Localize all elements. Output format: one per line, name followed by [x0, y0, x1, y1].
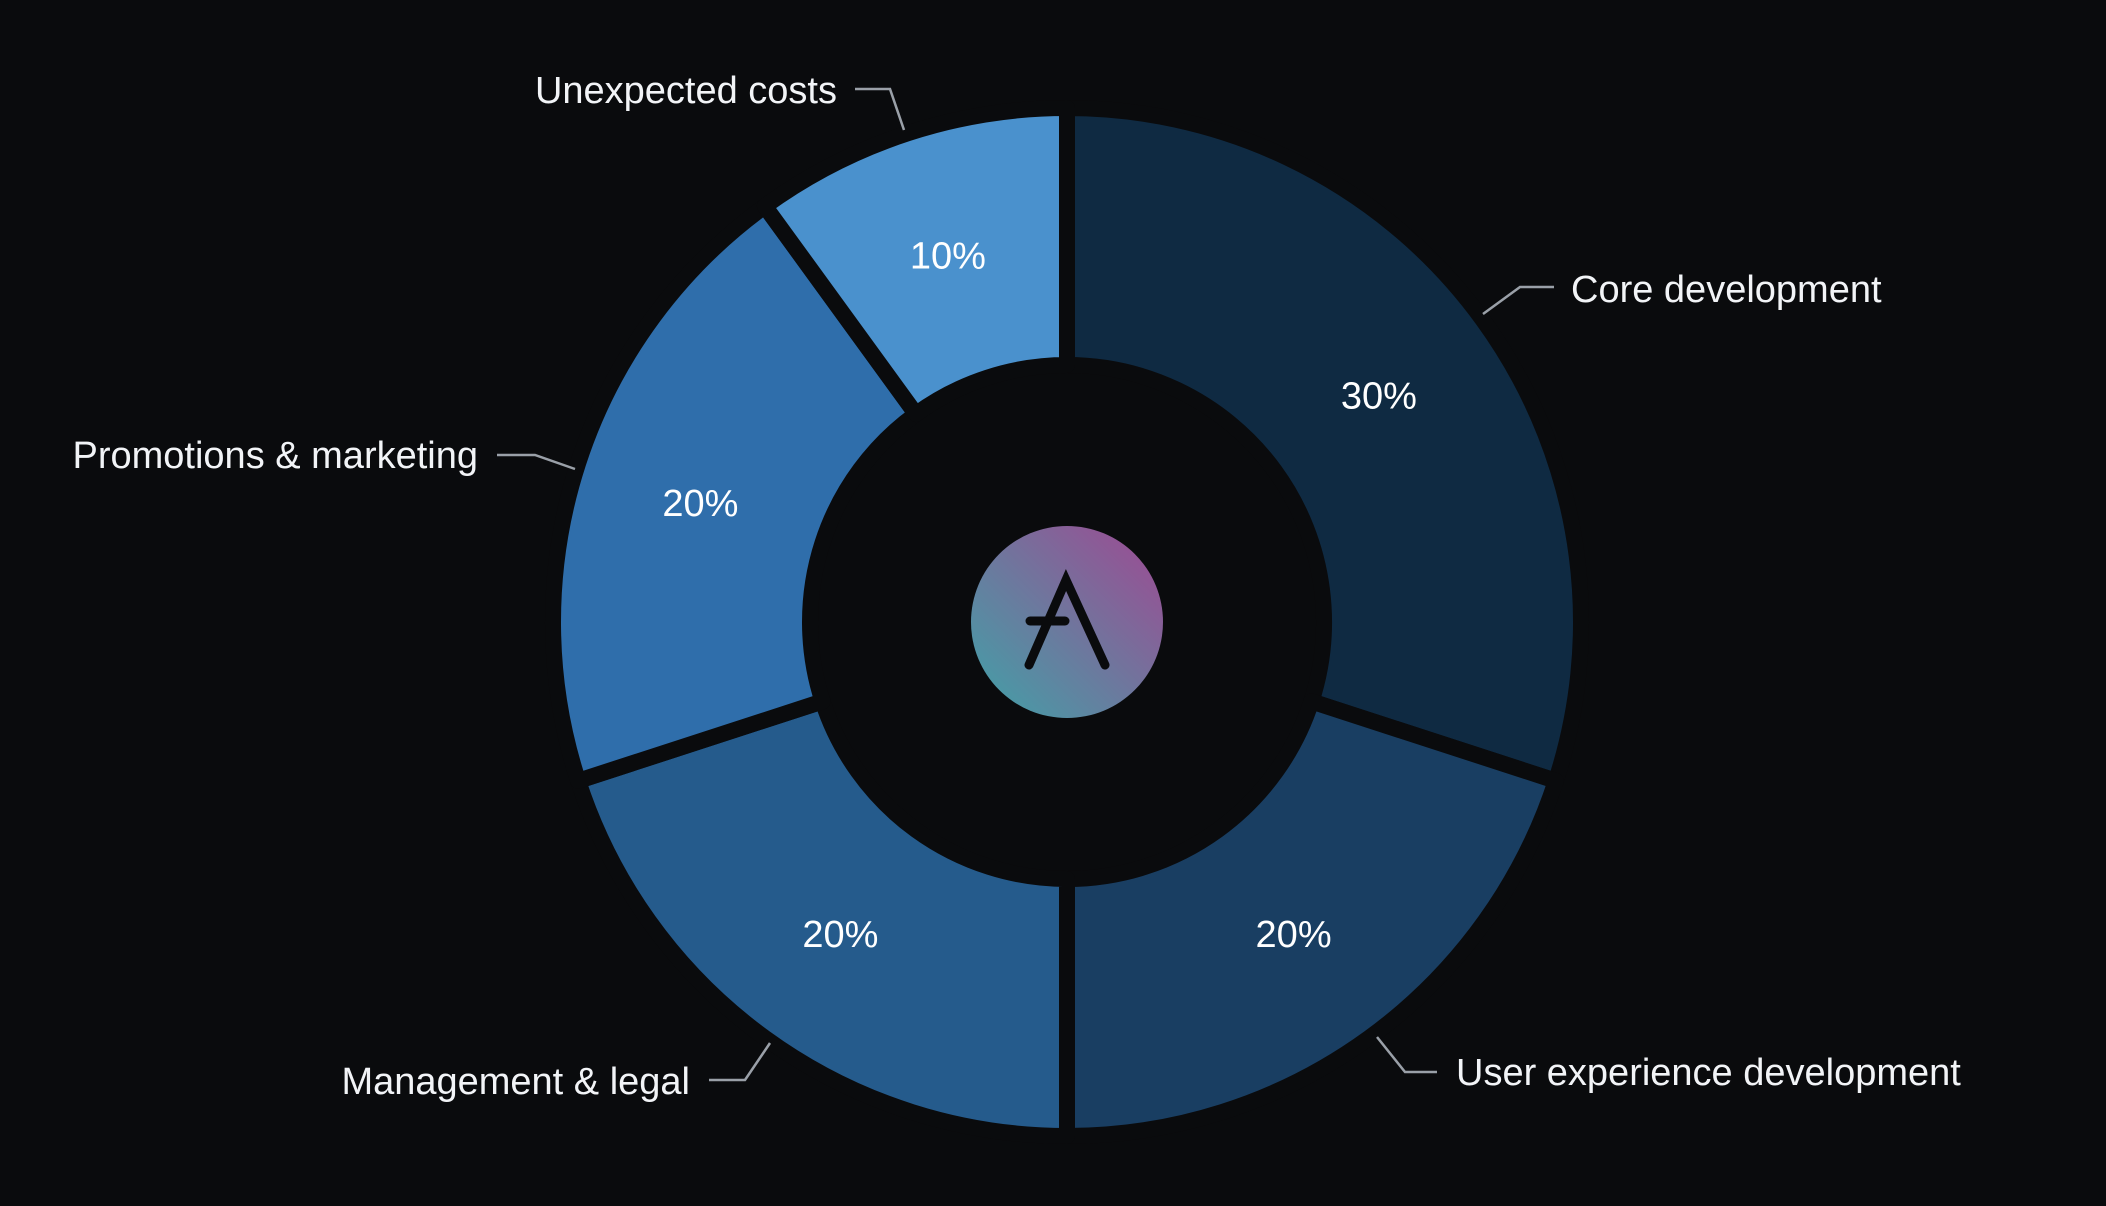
slice-unexpected-costs: [756, 100, 1075, 423]
leader-management-legal: [709, 1042, 772, 1082]
center-logo: [971, 526, 1163, 718]
label-user-experience-development: User experience development: [1456, 1052, 1961, 1094]
leader-core-development: [1482, 285, 1554, 316]
value-label-promotions-marketing: 20%: [662, 483, 738, 525]
label-unexpected-costs: Unexpected costs: [535, 70, 837, 112]
leader-user-experience-development: [1376, 1036, 1437, 1074]
value-label-unexpected-costs: 10%: [910, 235, 986, 277]
slice-core-development: [1059, 100, 1589, 789]
label-management-legal: Management & legal: [341, 1061, 690, 1103]
label-promotions-marketing: Promotions & marketing: [73, 435, 479, 477]
value-label-management-legal: 20%: [802, 914, 878, 956]
slice-promotions-marketing: [545, 198, 924, 789]
leader-unexpected-costs: [855, 87, 906, 131]
value-label-user-experience-development: 20%: [1256, 914, 1332, 956]
leader-promotions-marketing: [497, 453, 576, 471]
slice-user-experience-development: [1059, 693, 1564, 1144]
aave-logo-icon: [1024, 568, 1110, 670]
value-label-core-development: 30%: [1341, 375, 1417, 417]
label-core-development: Core development: [1571, 269, 1882, 311]
slice-management-legal: [570, 693, 1075, 1144]
